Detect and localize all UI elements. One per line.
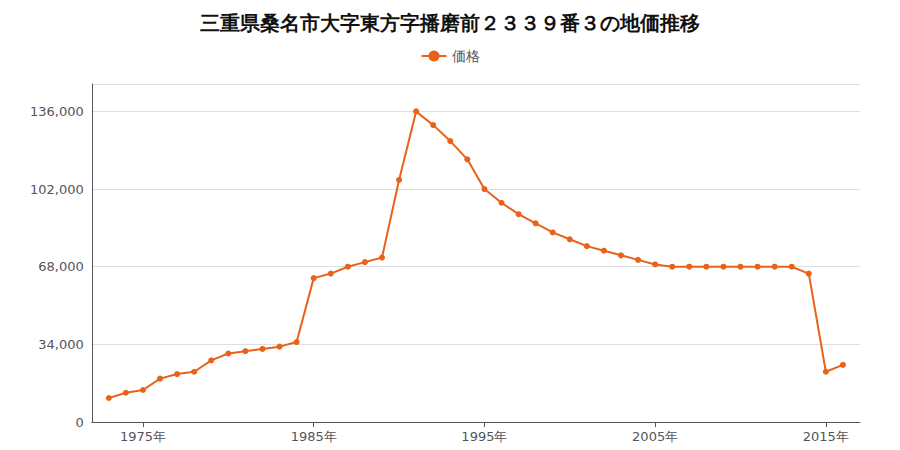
- svg-text:2015年: 2015年: [803, 429, 849, 444]
- svg-text:0: 0: [75, 415, 83, 430]
- svg-text:三重県桑名市大字東方字播磨前２３３９番３の地価推移: 三重県桑名市大字東方字播磨前２３３９番３の地価推移: [200, 11, 700, 35]
- svg-text:2005年: 2005年: [632, 429, 678, 444]
- svg-text:1985年: 1985年: [291, 429, 337, 444]
- svg-text:136,000: 136,000: [30, 104, 84, 119]
- svg-text:価格: 価格: [452, 48, 480, 64]
- svg-text:102,000: 102,000: [30, 182, 84, 197]
- svg-text:68,000: 68,000: [38, 259, 84, 274]
- svg-text:1995年: 1995年: [461, 429, 507, 444]
- svg-text:1975年: 1975年: [120, 429, 166, 444]
- svg-text:34,000: 34,000: [38, 337, 84, 352]
